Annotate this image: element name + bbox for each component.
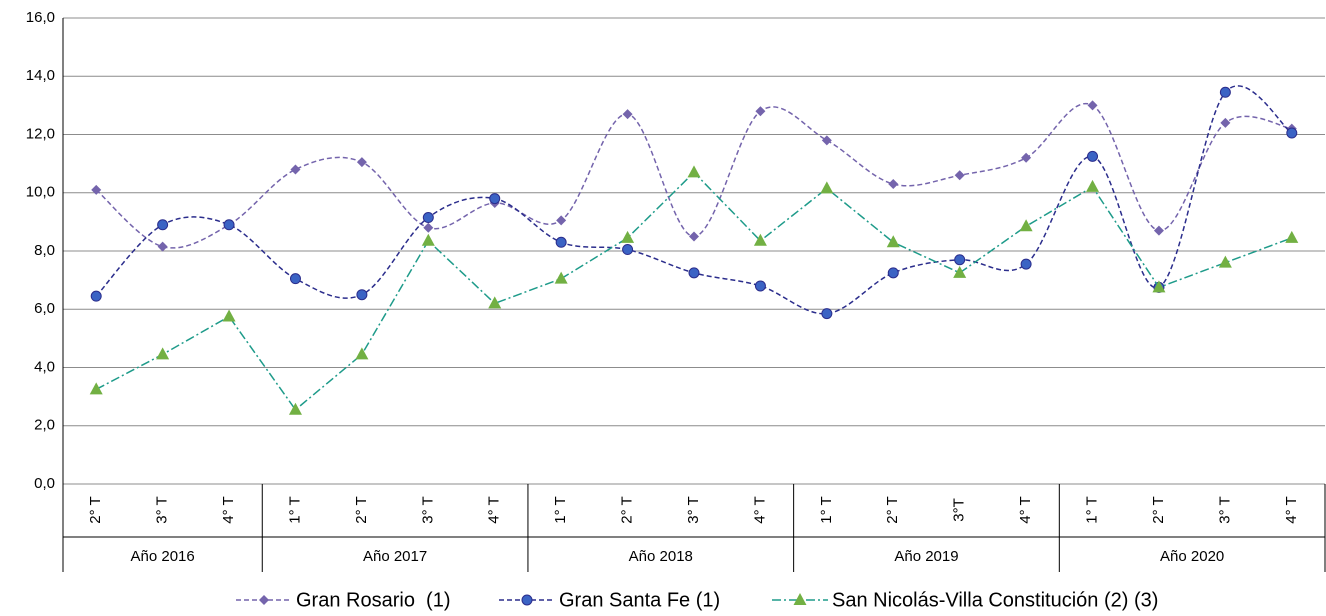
x-tick-label: 3° T xyxy=(154,496,171,523)
x-tick-label: 2° T xyxy=(1150,496,1167,523)
x-tick-label: 4° T xyxy=(486,496,503,523)
marker xyxy=(423,222,434,233)
marker xyxy=(489,193,501,205)
marker xyxy=(1087,150,1099,162)
marker xyxy=(554,271,568,284)
marker xyxy=(555,236,567,248)
x-tick-label: 1° T xyxy=(552,496,569,523)
marker xyxy=(887,267,899,279)
series-line xyxy=(95,85,1293,315)
x-tick-label: 4° T xyxy=(751,496,768,523)
group-label: Año 2020 xyxy=(1160,548,1224,565)
x-tick-label: 2° T xyxy=(353,496,370,523)
x-tick-label: 4° T xyxy=(1017,496,1034,523)
group-label: Año 2017 xyxy=(363,548,427,565)
marker xyxy=(953,265,967,278)
y-tick-label: 12,0 xyxy=(26,125,55,142)
marker xyxy=(1285,230,1299,243)
marker xyxy=(1021,152,1032,163)
y-tick-label: 2,0 xyxy=(34,417,55,434)
x-tick-label: 2° T xyxy=(87,496,104,523)
marker xyxy=(89,382,103,395)
marker xyxy=(1286,127,1298,139)
marker xyxy=(288,402,302,415)
marker xyxy=(422,212,434,224)
marker xyxy=(223,219,235,231)
marker xyxy=(821,308,833,320)
marker xyxy=(687,165,701,178)
y-tick-label: 8,0 xyxy=(34,242,55,259)
marker xyxy=(91,184,102,195)
marker xyxy=(222,309,236,322)
marker xyxy=(886,235,900,248)
x-tick-label: 2° T xyxy=(619,496,636,523)
legend-item: Gran Santa Fe (1) xyxy=(499,589,720,611)
marker xyxy=(157,241,168,252)
marker xyxy=(621,230,635,243)
marker xyxy=(754,280,766,292)
marker xyxy=(1087,100,1098,111)
x-tick-label: 3° T xyxy=(1216,496,1233,523)
x-tick-label: 1° T xyxy=(818,496,835,523)
marker xyxy=(1220,117,1231,128)
marker xyxy=(753,233,767,246)
marker xyxy=(1218,255,1232,268)
marker xyxy=(689,231,699,242)
legend-marker xyxy=(793,593,807,605)
marker xyxy=(821,135,832,146)
y-tick-label: 10,0 xyxy=(26,184,55,201)
group-label: Año 2016 xyxy=(131,548,195,565)
y-tick-label: 0,0 xyxy=(34,475,55,492)
marker xyxy=(1219,86,1231,98)
marker xyxy=(156,347,170,360)
marker xyxy=(1086,179,1100,192)
marker xyxy=(1153,225,1164,236)
legend-label: Gran Rosario (1) xyxy=(296,589,451,611)
marker xyxy=(356,157,367,168)
x-tick-label: 3° T xyxy=(419,496,436,523)
x-tick-label: 4° T xyxy=(1283,496,1300,523)
marker xyxy=(1020,258,1032,270)
marker xyxy=(688,267,700,279)
marker xyxy=(954,254,966,266)
legend-label: Gran Santa Fe (1) xyxy=(559,589,720,611)
marker xyxy=(421,233,435,246)
group-label: Año 2018 xyxy=(629,548,693,565)
x-tick-label: 4° T xyxy=(220,496,237,523)
x-tick-label: 3° T xyxy=(685,496,702,523)
x-tick-label: 1° T xyxy=(1083,496,1100,523)
legend-label: San Nicolás-Villa Constitución (2) (3) xyxy=(832,589,1158,611)
y-tick-label: 16,0 xyxy=(26,9,55,26)
x-tick-label: 3°T xyxy=(951,498,968,522)
legend-item: San Nicolás-Villa Constitución (2) (3) xyxy=(772,589,1158,611)
y-tick-label: 4,0 xyxy=(34,358,55,375)
marker xyxy=(289,273,301,285)
legend-marker xyxy=(521,594,533,606)
y-tick-label: 6,0 xyxy=(34,300,55,317)
marker xyxy=(556,215,567,226)
group-label: Año 2019 xyxy=(894,548,958,565)
marker xyxy=(356,289,368,301)
legend-item: Gran Rosario (1) xyxy=(236,589,451,611)
legend-marker xyxy=(259,595,269,605)
marker xyxy=(755,106,766,117)
x-tick-label: 2° T xyxy=(884,496,901,523)
marker xyxy=(355,347,369,360)
series-line xyxy=(95,171,1293,411)
marker xyxy=(488,296,502,309)
marker xyxy=(290,164,301,175)
marker xyxy=(622,109,633,120)
marker xyxy=(954,170,965,181)
marker xyxy=(157,219,169,231)
marker xyxy=(1152,280,1166,293)
y-tick-label: 14,0 xyxy=(26,67,55,84)
marker xyxy=(820,181,834,194)
marker xyxy=(1019,219,1033,232)
marker xyxy=(622,244,634,256)
x-tick-label: 1° T xyxy=(286,496,303,523)
marker xyxy=(90,290,102,302)
marker xyxy=(888,179,899,190)
